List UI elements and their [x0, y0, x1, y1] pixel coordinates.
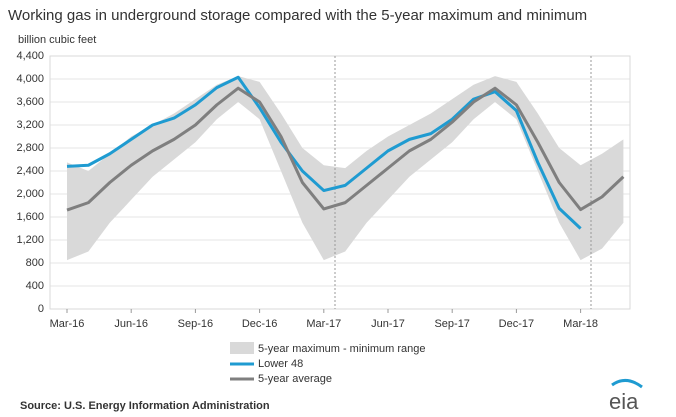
y-tick-label: 400 [26, 280, 44, 292]
x-tick-label: Sep-17 [434, 318, 469, 330]
range-band [67, 76, 624, 261]
x-tick-label: Mar-18 [563, 318, 598, 330]
series-line [66, 86, 625, 212]
y-tick-label: 800 [26, 257, 44, 269]
legend-label: 5-year maximum - minimum range [258, 343, 425, 355]
plot-frame [49, 55, 631, 310]
x-tick-label: Sep-16 [178, 318, 213, 330]
y-tick-label: 4,000 [16, 73, 44, 85]
chart-title: Working gas in underground storage compa… [8, 7, 587, 24]
series-line [66, 75, 582, 230]
x-tick-label: Mar-17 [306, 318, 341, 330]
legend-label: Lower 48 [258, 358, 303, 370]
y-tick-label: 1,200 [16, 234, 44, 246]
y-tick-label: 3,600 [16, 96, 44, 108]
y-tick-label: 4,400 [16, 50, 44, 62]
x-tick-label: Mar-16 [50, 318, 85, 330]
legend-label: 5-year average [258, 373, 332, 385]
x-tick-label: Jun-17 [371, 318, 405, 330]
y-axis-label: billion cubic feet [18, 34, 96, 46]
y-tick-label: 2,400 [16, 165, 44, 177]
logo-arc [611, 379, 643, 389]
y-tick-label: 2,000 [16, 188, 44, 200]
legend-swatch [230, 342, 254, 354]
y-tick-label: 3,200 [16, 119, 44, 131]
x-tick-label: Dec-16 [242, 318, 277, 330]
logo: eia [609, 389, 639, 414]
x-tick-label: Jun-16 [114, 318, 148, 330]
source: Source: U.S. Energy Information Administ… [20, 400, 270, 412]
y-tick-label: 2,800 [16, 142, 44, 154]
y-tick-label: 1,600 [16, 211, 44, 223]
x-tick-label: Dec-17 [499, 318, 534, 330]
y-tick-label: 0 [38, 303, 44, 315]
